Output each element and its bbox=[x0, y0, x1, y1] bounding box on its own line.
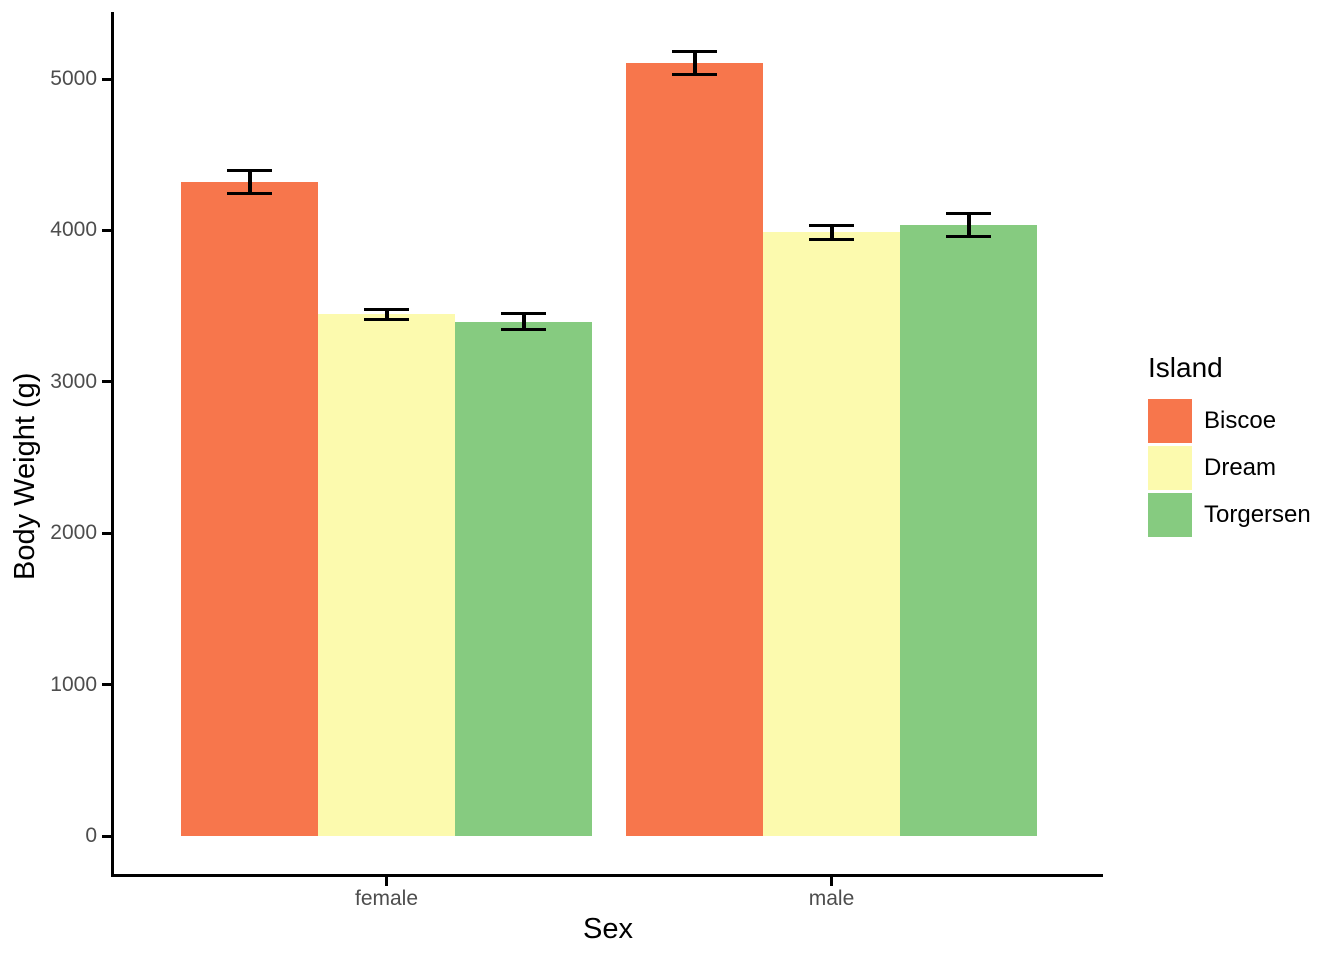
error-bar-female-dream-cap-top bbox=[364, 307, 409, 311]
bar-male-biscoe bbox=[626, 63, 763, 836]
error-bar-male-biscoe-line bbox=[692, 51, 697, 75]
y-tick-label: 3000 bbox=[50, 369, 97, 393]
legend-swatch-biscoe bbox=[1148, 399, 1192, 443]
error-bar-female-torgersen-line bbox=[521, 313, 526, 330]
y-tick-label: 0 bbox=[85, 824, 97, 847]
legend-entry-torgersen: Torgersen bbox=[1148, 493, 1311, 537]
y-axis-line bbox=[111, 12, 114, 877]
error-bar-female-biscoe-cap-top bbox=[227, 169, 272, 173]
error-bar-male-dream-cap-bottom bbox=[809, 237, 854, 241]
error-bar-male-torgersen-line bbox=[966, 213, 971, 237]
x-tick-mark bbox=[385, 877, 388, 886]
error-bar-male-biscoe-cap-bottom bbox=[672, 73, 717, 77]
y-tick-mark bbox=[102, 380, 111, 384]
error-bar-female-dream-cap-bottom bbox=[364, 317, 409, 321]
y-tick-mark bbox=[102, 683, 111, 687]
bar-male-dream bbox=[763, 232, 900, 836]
legend-swatch-dream bbox=[1148, 446, 1192, 490]
y-tick-mark bbox=[102, 228, 111, 232]
error-bar-female-torgersen-cap-bottom bbox=[501, 328, 546, 332]
error-bar-female-biscoe-cap-bottom bbox=[227, 191, 272, 195]
bar-male-torgersen bbox=[900, 225, 1037, 836]
y-axis-title: Body Weight (g) bbox=[9, 372, 41, 580]
y-tick-mark bbox=[102, 77, 111, 81]
legend-swatch-torgersen bbox=[1148, 493, 1192, 537]
error-bar-male-dream-cap-top bbox=[809, 224, 854, 228]
bar-female-torgersen bbox=[455, 321, 592, 836]
y-tick-mark bbox=[102, 834, 111, 838]
legend-entries: Biscoe Dream Torgersen bbox=[1148, 399, 1311, 537]
x-axis-line bbox=[111, 874, 1103, 877]
y-tick-mark bbox=[102, 531, 111, 535]
legend-entry-dream: Dream bbox=[1148, 446, 1311, 490]
legend-label-biscoe: Biscoe bbox=[1204, 407, 1277, 434]
y-tick-label: 5000 bbox=[50, 67, 97, 90]
x-axis-title: Sex bbox=[583, 913, 633, 945]
x-tick-label: male bbox=[808, 887, 855, 910]
y-tick-label: 2000 bbox=[50, 521, 97, 545]
error-bar-male-biscoe-cap-top bbox=[672, 50, 717, 54]
legend-entry-biscoe: Biscoe bbox=[1148, 399, 1311, 443]
legend-label-torgersen: Torgersen bbox=[1204, 501, 1311, 528]
bar-female-biscoe bbox=[181, 182, 318, 836]
error-bar-female-dream-line bbox=[384, 309, 389, 320]
x-tick-label: female bbox=[354, 887, 419, 910]
error-bar-male-torgersen-cap-bottom bbox=[946, 235, 991, 239]
y-tick-label: 4000 bbox=[50, 218, 97, 242]
y-tick-label: 1000 bbox=[50, 672, 97, 696]
error-bar-male-torgersen-cap-top bbox=[946, 211, 991, 215]
x-tick-mark bbox=[830, 877, 833, 886]
bar-female-dream bbox=[318, 314, 455, 836]
legend-title: Island bbox=[1148, 352, 1223, 383]
legend-label-dream: Dream bbox=[1204, 454, 1277, 481]
error-bar-female-torgersen-cap-top bbox=[501, 312, 546, 316]
legend: Island Biscoe Dream Torgersen bbox=[1148, 352, 1311, 540]
error-bar-female-biscoe-line bbox=[247, 170, 252, 194]
error-bar-male-dream-line bbox=[829, 225, 834, 240]
